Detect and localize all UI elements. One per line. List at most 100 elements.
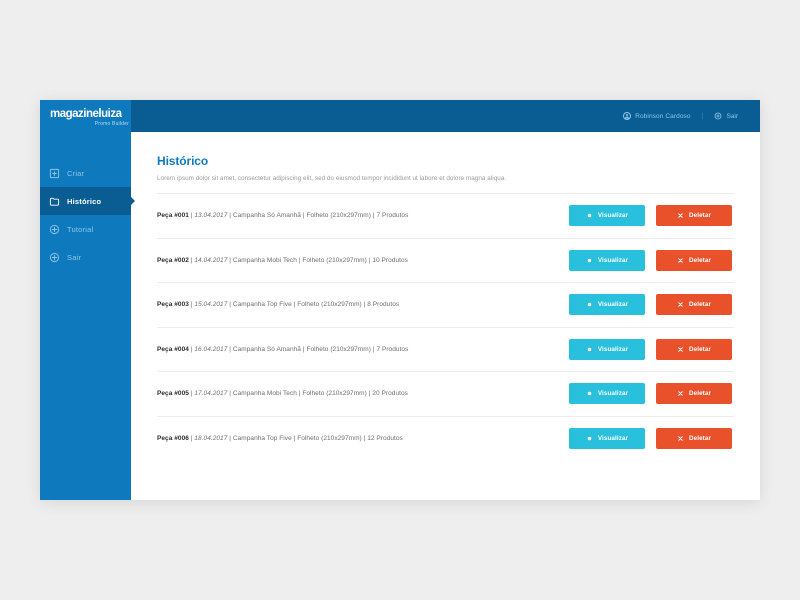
history-row-text: Peça #002 | 14.04.2017 | Campanha Mobi T… bbox=[157, 257, 408, 264]
history-row-actions: Visualizar Deletar bbox=[569, 205, 732, 227]
sep: | bbox=[188, 345, 195, 353]
history-row-actions: Visualizar Deletar bbox=[569, 383, 732, 405]
history-row: Peça #003 | 15.04.2017 | Campanha Top Fi… bbox=[157, 282, 734, 327]
close-icon bbox=[677, 346, 684, 353]
sep: | bbox=[300, 212, 307, 220]
history-row: Peça #005 | 17.04.2017 | Campanha Mobi T… bbox=[157, 371, 734, 416]
history-row: Peça #006 | 18.04.2017 | Campanha Top Fi… bbox=[157, 415, 734, 461]
visualizar-label: Visualizar bbox=[597, 345, 629, 353]
deletar-button[interactable]: Deletar bbox=[656, 383, 732, 405]
history-row-actions: Visualizar Deletar bbox=[569, 294, 732, 316]
create-icon bbox=[49, 168, 60, 179]
visualizar-button[interactable]: Visualizar bbox=[569, 294, 645, 316]
app-window: magazineluiza Promo Builder Criar Históri… bbox=[40, 100, 760, 500]
history-row-format: Folheto (210x297mm) bbox=[302, 256, 367, 264]
history-row-products: 7 Produtos bbox=[376, 212, 409, 220]
history-row-date: 16.04.2017 bbox=[194, 345, 228, 353]
history-row-id: Peça #003 bbox=[157, 301, 189, 309]
topbar-divider: | bbox=[701, 112, 704, 120]
sep: | bbox=[296, 256, 303, 264]
eye-icon bbox=[586, 212, 593, 219]
sep: | bbox=[227, 301, 233, 309]
history-list: Peça #001 | 13.04.2017 | Campanha Só Ama… bbox=[157, 193, 734, 460]
history-row-products: 10 Produtos bbox=[372, 256, 408, 264]
deletar-button[interactable]: Deletar bbox=[656, 338, 732, 360]
sep: | bbox=[291, 301, 298, 309]
deletar-button[interactable]: Deletar bbox=[656, 294, 732, 316]
sep: | bbox=[188, 212, 195, 220]
history-row-text: Peça #001 | 13.04.2017 | Campanha Só Ama… bbox=[157, 212, 408, 219]
close-icon bbox=[677, 390, 684, 397]
history-row-format: Folheto (210x297mm) bbox=[297, 434, 362, 442]
visualizar-button[interactable]: Visualizar bbox=[569, 427, 645, 449]
sep: | bbox=[188, 434, 195, 442]
folder-icon bbox=[49, 196, 60, 207]
visualizar-button[interactable]: Visualizar bbox=[569, 205, 645, 227]
visualizar-button[interactable]: Visualizar bbox=[569, 338, 645, 360]
sidebar-item-historico[interactable]: Histórico bbox=[40, 187, 131, 215]
deletar-button[interactable]: Deletar bbox=[656, 205, 732, 227]
visualizar-label: Visualizar bbox=[597, 434, 629, 442]
visualizar-label: Visualizar bbox=[597, 256, 629, 264]
sidebar-item-sair[interactable]: Sair bbox=[40, 243, 131, 271]
history-row-date: 15.04.2017 bbox=[194, 301, 228, 309]
history-row-date: 14.04.2017 bbox=[194, 256, 228, 264]
deletar-label: Deletar bbox=[688, 345, 712, 353]
history-row-products: 12 Produtos bbox=[367, 434, 403, 442]
history-row-date: 13.04.2017 bbox=[194, 212, 228, 220]
history-row-id: Peça #005 bbox=[157, 390, 189, 398]
history-row-campaign: Campanha Top Five bbox=[232, 301, 292, 309]
history-row-campaign: Campanha Mobi Tech bbox=[232, 256, 297, 264]
main-area: Robinson Cardoso | Sair Histórico Lorem … bbox=[131, 100, 760, 500]
history-row-date: 18.04.2017 bbox=[194, 434, 228, 442]
history-row-products: 20 Produtos bbox=[372, 390, 408, 398]
eye-icon bbox=[586, 346, 593, 353]
eye-icon bbox=[586, 390, 593, 397]
visualizar-label: Visualizar bbox=[597, 301, 629, 309]
history-row-id: Peça #002 bbox=[157, 256, 189, 264]
visualizar-button[interactable]: Visualizar bbox=[569, 249, 645, 271]
logout-button[interactable]: Sair bbox=[714, 112, 738, 120]
history-row-id: Peça #004 bbox=[157, 345, 189, 353]
sep: | bbox=[370, 345, 377, 353]
sep: | bbox=[227, 434, 233, 442]
history-row-campaign: Campanha Só Amanhã bbox=[232, 345, 301, 353]
logout-label: Sair bbox=[726, 112, 738, 120]
history-row-text: Peça #006 | 18.04.2017 | Campanha Top Fi… bbox=[157, 435, 403, 442]
eye-icon bbox=[586, 301, 593, 308]
sidebar-item-label: Criar bbox=[67, 168, 85, 178]
sidebar-item-criar[interactable]: Criar bbox=[40, 159, 131, 187]
history-row-campaign: Campanha Top Five bbox=[232, 434, 292, 442]
history-row-format: Folheto (210x297mm) bbox=[297, 301, 362, 309]
deletar-button[interactable]: Deletar bbox=[656, 427, 732, 449]
sidebar: magazineluiza Promo Builder Criar Históri… bbox=[40, 100, 131, 500]
sep: | bbox=[366, 256, 373, 264]
sidebar-nav: Criar Histórico Tutorial Sair bbox=[40, 159, 131, 271]
sep: | bbox=[227, 390, 233, 398]
sep: | bbox=[188, 390, 195, 398]
history-row-date: 17.04.2017 bbox=[194, 390, 228, 398]
deletar-label: Deletar bbox=[688, 390, 712, 398]
user-menu[interactable]: Robinson Cardoso bbox=[623, 112, 691, 120]
topbar: Robinson Cardoso | Sair bbox=[131, 100, 760, 132]
sep: | bbox=[291, 434, 298, 442]
history-row-format: Folheto (210x297mm) bbox=[306, 212, 371, 220]
sep: | bbox=[361, 434, 368, 442]
sidebar-item-label: Sair bbox=[67, 252, 82, 262]
history-row-actions: Visualizar Deletar bbox=[569, 249, 732, 271]
user-name-label: Robinson Cardoso bbox=[635, 112, 691, 120]
sep: | bbox=[188, 301, 195, 309]
close-icon bbox=[677, 212, 684, 219]
deletar-button[interactable]: Deletar bbox=[656, 249, 732, 271]
close-icon bbox=[677, 301, 684, 308]
sep: | bbox=[296, 390, 303, 398]
history-row-id: Peça #001 bbox=[157, 212, 189, 220]
sep: | bbox=[227, 345, 233, 353]
brand-logo-text: magazineluiza bbox=[50, 108, 122, 120]
history-row-products: 8 Produtos bbox=[367, 301, 400, 309]
history-row-text: Peça #004 | 16.04.2017 | Campanha Só Ama… bbox=[157, 346, 408, 353]
history-row-actions: Visualizar Deletar bbox=[569, 338, 732, 360]
visualizar-button[interactable]: Visualizar bbox=[569, 383, 645, 405]
history-row-format: Folheto (210x297mm) bbox=[306, 345, 371, 353]
sidebar-item-tutorial[interactable]: Tutorial bbox=[40, 215, 131, 243]
